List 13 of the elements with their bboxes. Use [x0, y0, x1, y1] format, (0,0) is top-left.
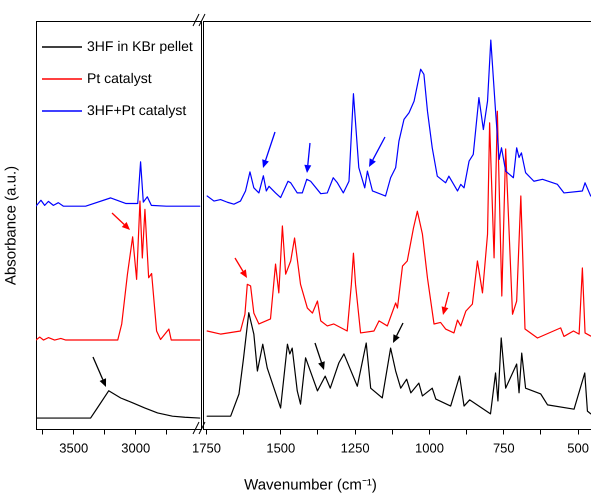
- x-axis-title: Wavenumber (cm⁻¹): [244, 476, 377, 493]
- x-tick-label: 1500: [266, 440, 296, 456]
- x-tick-label: 500: [567, 440, 589, 456]
- legend-label: 3HF+Pt catalyst: [87, 102, 186, 118]
- x-tick-label: 3500: [59, 440, 88, 456]
- legend-label: 3HF in KBr pellet: [87, 38, 193, 54]
- x-tick-label: 750: [492, 440, 515, 456]
- y-axis-title: Absorbance (a.u.): [2, 166, 20, 286]
- x-tick-label: 1000: [415, 440, 444, 456]
- legend-label: Pt catalyst: [87, 70, 152, 86]
- x-tick-label: 1750: [192, 440, 221, 456]
- x-tick-label: 1250: [340, 440, 370, 456]
- x-tick-label: 3000: [121, 440, 150, 456]
